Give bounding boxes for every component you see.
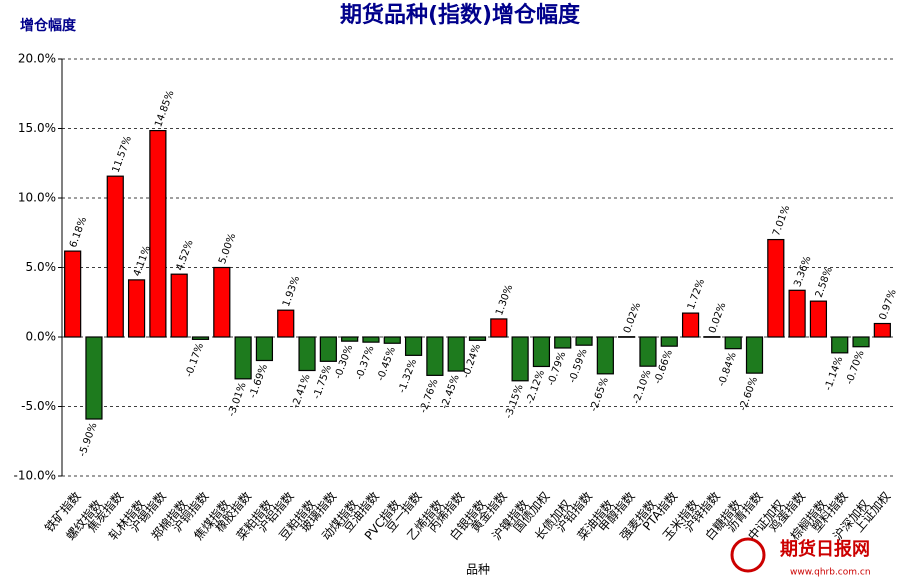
value-label: -0.84% — [716, 351, 738, 388]
bar — [873, 322, 891, 338]
bar — [341, 336, 359, 342]
watermark-url: www.qhrb.com.cn — [790, 568, 871, 578]
bar — [468, 336, 487, 341]
value-label: 4.52% — [174, 239, 195, 273]
bar — [724, 336, 742, 350]
bar — [277, 309, 295, 338]
y-axis-title: 增仓幅度 — [20, 17, 77, 34]
value-label: -0.45% — [375, 346, 397, 383]
y-tick-label: 0.0% — [26, 330, 57, 344]
value-label: -0.59% — [567, 347, 589, 384]
bar — [660, 336, 678, 347]
value-label: -2.65% — [589, 376, 611, 413]
bar — [127, 279, 146, 338]
bar — [213, 266, 231, 338]
value-label: -2.10% — [631, 368, 653, 405]
bar — [404, 336, 423, 356]
value-label: -5.90% — [77, 421, 99, 458]
value-label: 7.01% — [771, 204, 792, 238]
value-label: 0.02% — [622, 301, 643, 335]
value-label: -0.37% — [354, 344, 376, 381]
chart-title: 期货品种(指数)增仓幅度 — [340, 2, 581, 28]
bar — [511, 336, 529, 382]
watermark-logo — [730, 537, 766, 573]
value-label: -3.15% — [503, 383, 525, 420]
y-tick-label: 10.0% — [18, 191, 56, 205]
value-label: 0.97% — [878, 288, 899, 322]
value-label: 6.18% — [68, 216, 89, 250]
bar — [639, 336, 657, 367]
bar — [554, 336, 572, 349]
y-tick-label: 20.0% — [18, 52, 56, 66]
bar — [191, 336, 210, 340]
value-label: 5.00% — [217, 232, 238, 266]
bar — [852, 336, 870, 348]
bar — [596, 336, 614, 375]
bar — [618, 336, 636, 338]
bar — [106, 175, 124, 338]
watermark: 期货日报网 www.qhrb.com.cn — [730, 537, 871, 578]
value-label: -1.32% — [397, 358, 419, 395]
bar — [383, 336, 401, 344]
value-label: -0.70% — [844, 349, 866, 386]
bar — [788, 289, 806, 338]
watermark-text: 期货日报网 — [780, 538, 870, 560]
value-label: 0.02% — [707, 301, 728, 335]
bar — [149, 129, 167, 338]
bar — [575, 336, 593, 346]
bar — [490, 318, 508, 338]
bar — [255, 336, 274, 362]
bar — [362, 336, 380, 343]
bar — [447, 336, 465, 372]
value-label: 1.72% — [686, 278, 707, 312]
x-axis-title: 品种 — [466, 563, 490, 577]
bar — [809, 300, 828, 338]
bar — [170, 273, 188, 338]
value-label: -3.01% — [226, 381, 248, 418]
bar — [426, 336, 444, 376]
bar — [319, 336, 337, 362]
value-label: -2.76% — [418, 378, 440, 415]
value-label: -0.17% — [184, 342, 206, 379]
value-label: -2.41% — [290, 373, 312, 410]
value-label: 1.93% — [281, 275, 302, 309]
bar — [767, 238, 785, 338]
bar — [298, 336, 316, 372]
value-label: -1.14% — [823, 355, 845, 392]
bar — [532, 336, 551, 368]
bar — [64, 250, 82, 338]
value-label: -2.60% — [738, 375, 760, 412]
bar — [703, 336, 721, 338]
value-label: 1.30% — [494, 283, 515, 317]
value-label: 11.57% — [111, 135, 134, 175]
bar — [831, 336, 849, 354]
value-label: 2.58% — [814, 266, 835, 300]
bar — [681, 312, 700, 338]
y-tick-label: 15.0% — [18, 121, 56, 135]
bar — [745, 336, 764, 374]
y-tick-label: -10.0% — [14, 469, 56, 483]
value-label: 14.85% — [153, 89, 176, 129]
value-label: 3.36% — [792, 255, 813, 289]
bar — [85, 336, 103, 420]
y-tick-label: -5.0% — [21, 399, 56, 413]
y-tick-label: 5.0% — [26, 260, 57, 274]
bar — [234, 336, 252, 380]
value-label: -2.45% — [439, 373, 461, 410]
